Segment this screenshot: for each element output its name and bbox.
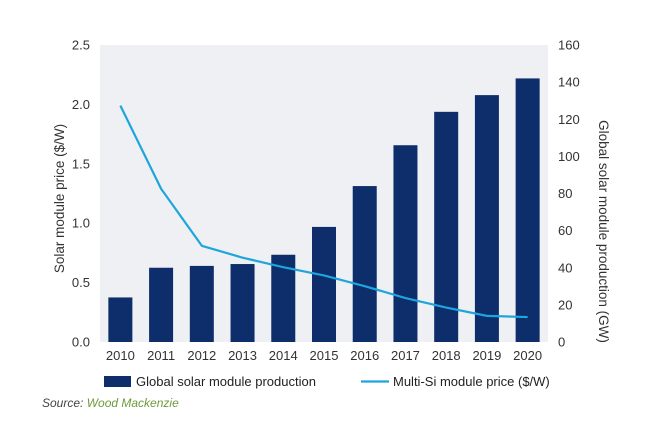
source-prefix: Source: xyxy=(42,396,87,410)
right-tick-label: 80 xyxy=(558,186,572,201)
source-name: Wood Mackenzie xyxy=(86,396,179,410)
x-axis-ticks: 2010 2011 2012 2013 2014 2015 2016 2017 2018 2019… xyxy=(106,348,542,363)
bar-2016 xyxy=(352,186,377,342)
legend-bar-swatch xyxy=(104,376,131,387)
x-tick-label: 2013 xyxy=(228,348,257,363)
right-axis-title: Global solar module production (GW) xyxy=(596,120,611,343)
x-tick-label: 2011 xyxy=(147,348,175,363)
x-tick-label: 2017 xyxy=(391,348,420,363)
bar-2013 xyxy=(230,264,255,342)
right-tick-label: 120 xyxy=(558,112,580,127)
right-tick-label: 40 xyxy=(558,260,572,275)
x-tick-label: 2020 xyxy=(513,348,542,363)
bar-2012 xyxy=(189,265,214,342)
right-tick-label: 20 xyxy=(558,297,572,312)
bar-2015 xyxy=(312,226,336,342)
bar-2011 xyxy=(149,267,174,342)
line-group xyxy=(119,105,528,319)
left-tick-label: 2.5 xyxy=(72,38,90,53)
legend-line-label: Multi-Si module price ($/W) xyxy=(393,374,550,389)
right-tick-label: 60 xyxy=(558,223,572,238)
x-tick-label: 2018 xyxy=(432,348,461,363)
right-tick-label: 160 xyxy=(558,38,580,53)
bar-2010 xyxy=(108,297,133,342)
bars-group xyxy=(108,78,540,343)
x-tick-label: 2019 xyxy=(472,348,501,363)
right-tick-label: 140 xyxy=(558,75,580,90)
left-tick-label: 2.0 xyxy=(72,97,90,112)
bar-2020 xyxy=(515,78,540,342)
legend-bar-label: Global solar module production xyxy=(136,374,316,389)
bar-2017 xyxy=(393,145,418,342)
x-tick-label: 2016 xyxy=(350,348,379,363)
left-tick-label: 1.0 xyxy=(72,216,90,231)
bar-2019 xyxy=(474,95,499,343)
left-tick-label: 1.5 xyxy=(72,156,90,171)
right-axis-ticks: 0 20 40 60 80 100 120 140 160 xyxy=(558,38,580,350)
legend: Global solar module production Multi-Si … xyxy=(104,374,550,389)
left-axis-title: Solar module price ($/W) xyxy=(52,124,67,273)
left-tick-label: 0.5 xyxy=(72,275,90,290)
right-tick-label: 100 xyxy=(558,149,580,164)
right-tick-label: 0 xyxy=(558,335,565,350)
source-note: Source: Wood Mackenzie xyxy=(42,396,179,410)
left-axis-ticks: 0.0 0.5 1.0 1.5 2.0 2.5 xyxy=(72,38,90,350)
left-tick-label: 0.0 xyxy=(72,335,90,350)
x-tick-label: 2010 xyxy=(106,348,135,363)
x-tick-label: 2015 xyxy=(310,348,339,363)
bar-2018 xyxy=(434,111,459,342)
x-tick-label: 2014 xyxy=(269,348,298,363)
x-tick-label: 2012 xyxy=(187,348,216,363)
